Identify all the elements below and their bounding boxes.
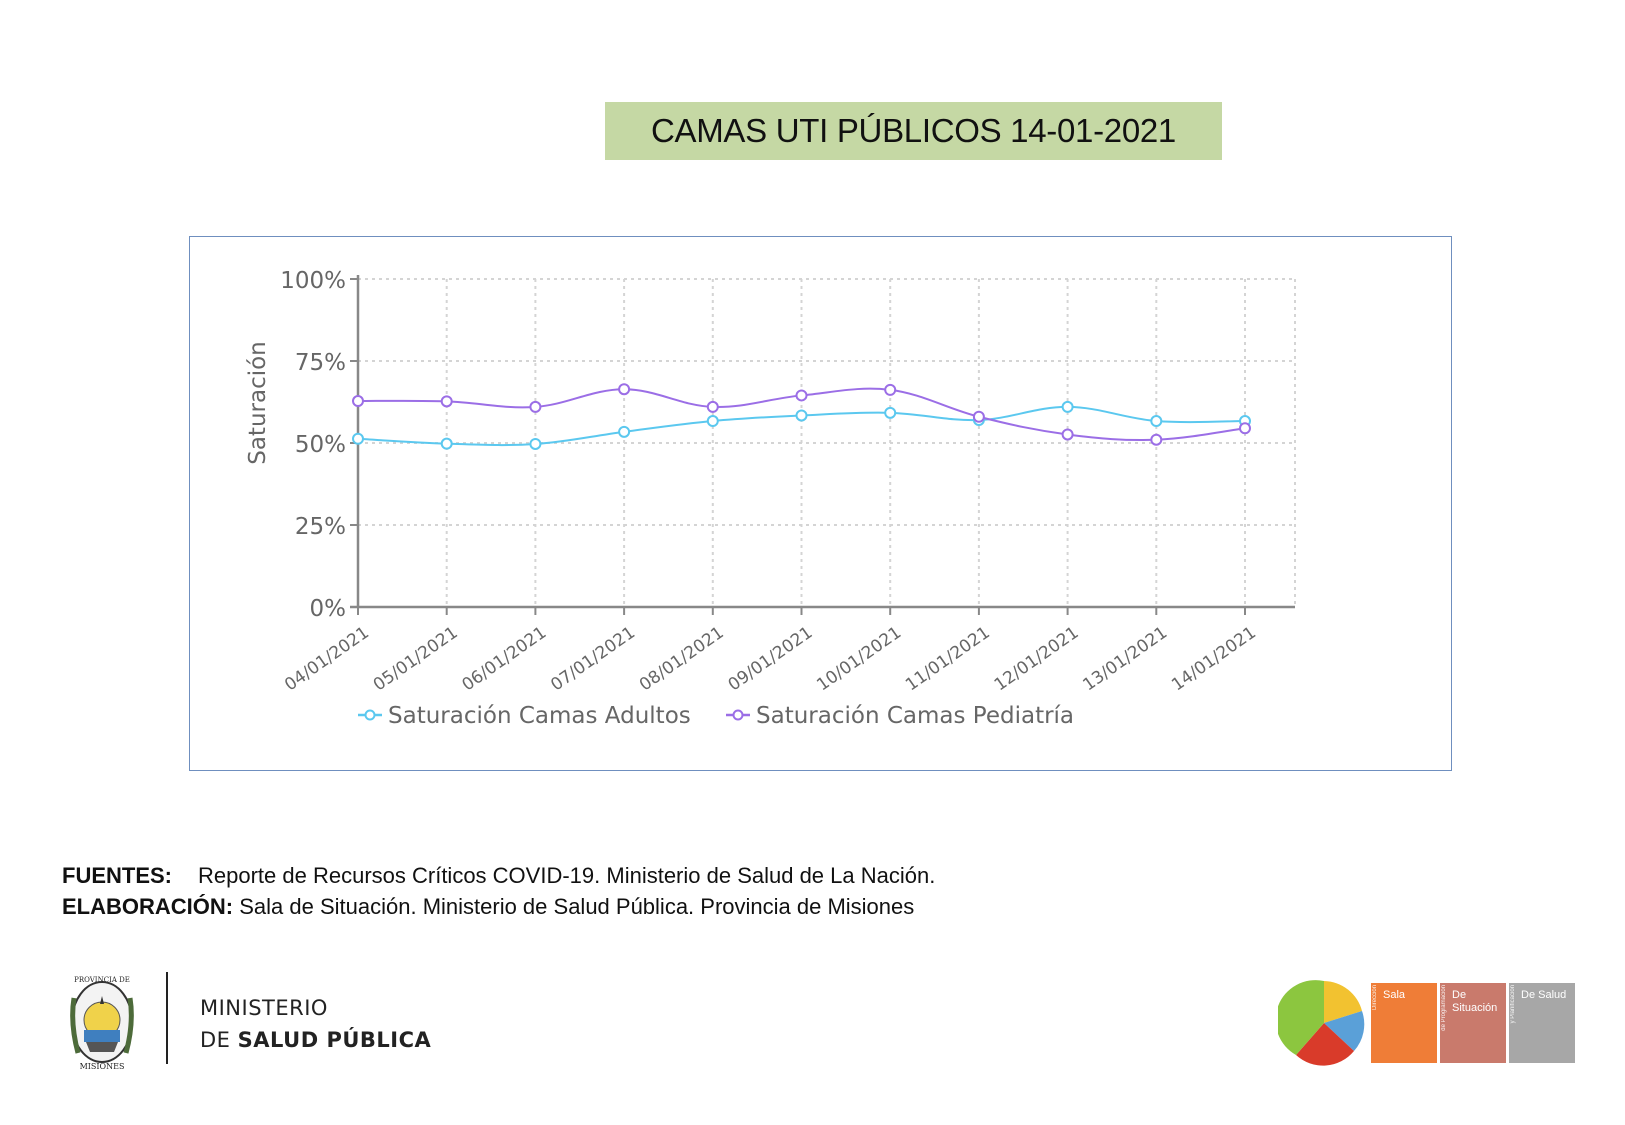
- data-point: [529, 400, 542, 413]
- fuentes-text: Reporte de Recursos Críticos COVID-19. M…: [198, 863, 936, 888]
- x-tick-label: 07/01/2021: [547, 623, 639, 696]
- legend-label: Saturación Camas Adultos: [388, 703, 691, 729]
- x-tick-label: 06/01/2021: [459, 623, 551, 696]
- y-tick-label: 50%: [295, 432, 346, 458]
- data-point: [795, 409, 808, 422]
- y-tick-label: 100%: [280, 268, 346, 294]
- fuentes-label: FUENTES:: [62, 863, 172, 888]
- y-tick-label: 25%: [295, 514, 346, 540]
- x-tick-label: 11/01/2021: [902, 623, 994, 696]
- x-tick-label: 08/01/2021: [636, 623, 728, 696]
- x-tick-label: 05/01/2021: [370, 623, 462, 696]
- chart-title: CAMAS UTI PÚBLICOS 14-01-2021: [605, 102, 1222, 160]
- data-point: [884, 406, 897, 419]
- fuentes-line: FUENTES: Reporte de Recursos Críticos COV…: [62, 860, 935, 891]
- elaboracion-line: ELABORACIÓN: Sala de Situación. Minister…: [62, 891, 935, 922]
- province-crest-icon: PROVINCIA DE MISIONES: [70, 976, 134, 1071]
- logo-box-situacion: de Programación De Situación: [1440, 983, 1506, 1063]
- ministry-line2: DE SALUD PÚBLICA: [200, 1028, 432, 1052]
- data-point: [1239, 422, 1251, 435]
- x-tick-label: 12/01/2021: [991, 623, 1083, 696]
- data-point: [529, 437, 542, 450]
- data-point: [972, 410, 985, 423]
- data-point: [440, 437, 453, 450]
- data-point: [795, 389, 808, 402]
- legend-marker: [732, 709, 744, 721]
- data-point: [1061, 428, 1074, 441]
- data-point: [884, 383, 897, 396]
- y-tick-label: 0%: [310, 596, 347, 622]
- data-point: [1150, 415, 1163, 428]
- y-axis-label: Saturación: [245, 341, 271, 465]
- line-chart: 0% 25% 50% 75% 100% 04/01/202105/01/202106/01…: [245, 268, 1296, 729]
- ministry-logo: PROVINCIA DE MISIONES MINISTERIO DE SALU…: [62, 968, 482, 1073]
- data-point: [618, 383, 631, 396]
- x-tick-label: 09/01/2021: [725, 623, 817, 696]
- data-point: [618, 425, 631, 438]
- x-tick-label: 13/01/2021: [1079, 623, 1171, 696]
- logo-divider: [166, 972, 168, 1064]
- sala-situacion-logo: Dirección Sala de Programación De Situac…: [1278, 975, 1578, 1075]
- crest-bottom-text: MISIONES: [80, 1062, 125, 1071]
- elaboracion-text: Sala de Situación. Ministerio de Salud P…: [239, 894, 915, 919]
- crest-top-text: PROVINCIA DE: [74, 976, 130, 984]
- data-point: [1061, 400, 1074, 413]
- data-point: [1150, 433, 1163, 446]
- y-tick-label: 75%: [295, 350, 346, 376]
- legend-marker: [364, 709, 376, 721]
- x-tick-label: 04/01/2021: [281, 623, 373, 696]
- ministry-line1: MINISTERIO: [200, 996, 328, 1020]
- x-tick-label: 10/01/2021: [813, 623, 905, 696]
- pie-chart-logo-icon: [1278, 980, 1365, 1066]
- x-tick-label: 14/01/2021: [1168, 623, 1260, 696]
- logo-box-salud: y Planificación De Salud: [1509, 983, 1575, 1063]
- data-point: [352, 432, 364, 445]
- data-point: [706, 400, 719, 413]
- logo-box-sala: Dirección Sala: [1371, 983, 1437, 1063]
- ministry-name: MINISTERIO DE SALUD PÚBLICA: [200, 992, 431, 1056]
- data-point: [440, 395, 453, 408]
- elaboracion-label: ELABORACIÓN:: [62, 894, 234, 919]
- data-point: [352, 395, 364, 408]
- legend-label: Saturación Camas Pediatría: [756, 703, 1074, 729]
- chart-frame: 0% 25% 50% 75% 100% 04/01/2021 05/01/2021 06/01…: [189, 236, 1452, 771]
- sources-block: FUENTES: Reporte de Recursos Críticos COV…: [62, 860, 935, 922]
- data-point: [706, 415, 719, 428]
